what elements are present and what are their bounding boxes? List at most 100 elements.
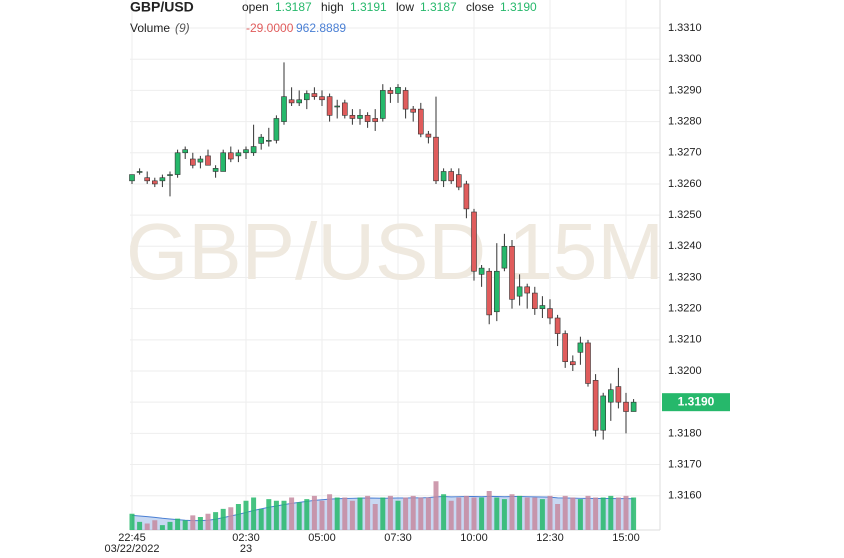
candle-body — [607, 389, 614, 403]
volume-bar — [433, 481, 439, 530]
volume-bar — [395, 500, 401, 530]
candle-body — [205, 155, 211, 166]
volume-bar — [631, 497, 637, 530]
volume-bar — [615, 497, 621, 530]
volume-bar — [456, 497, 462, 530]
candle-body — [592, 380, 599, 431]
volume-bar — [289, 497, 295, 530]
volume-bar — [539, 499, 545, 530]
grid — [130, 0, 660, 530]
volume-bar — [463, 495, 469, 530]
candle-body — [220, 152, 226, 172]
candle-body — [364, 115, 371, 122]
volume-bar — [129, 513, 135, 530]
candle-body — [311, 93, 318, 97]
candle-body — [379, 90, 386, 119]
candle-body — [402, 90, 409, 110]
candle-body — [539, 305, 546, 309]
y-tick-label: 1.3290 — [668, 84, 702, 96]
x-tick-label: 05:00 — [308, 532, 336, 544]
volume-bar — [273, 500, 279, 530]
volume-bar — [137, 521, 143, 530]
volume-bar — [243, 500, 249, 530]
chart-title: GBP/USD — [130, 0, 194, 15]
volume-bar — [608, 495, 614, 530]
candle-body — [167, 174, 173, 176]
candle-body — [471, 211, 477, 272]
candle-body — [448, 171, 455, 182]
volume-bar — [182, 520, 188, 530]
y-tick-label: 1.3260 — [668, 178, 702, 190]
candle-body — [501, 245, 508, 269]
volume-bar — [205, 513, 211, 530]
candle-body — [455, 174, 462, 188]
volume-bar — [547, 495, 553, 530]
x-tick-label: 10:00 — [460, 532, 488, 544]
volume-param: (9) — [175, 21, 190, 35]
legend-value: 1.3191 — [350, 0, 387, 14]
volume-bar — [562, 495, 568, 530]
volume-bar — [167, 521, 173, 530]
candle-body — [235, 152, 242, 157]
candle-body — [197, 158, 204, 163]
candle-body — [509, 245, 515, 300]
candle-body — [152, 180, 158, 185]
volume-bar — [197, 517, 203, 530]
y-tick-label: 1.3230 — [668, 271, 702, 283]
y-tick-label: 1.3240 — [668, 240, 702, 252]
x-tick-label: 15:00 — [612, 532, 640, 544]
candle-body — [288, 99, 295, 104]
volume-bar — [304, 499, 310, 530]
legend-label: low — [396, 0, 414, 14]
last-price-box — [662, 393, 730, 412]
volume-bar — [471, 497, 477, 530]
candle-body — [357, 115, 363, 119]
volume-bar — [403, 497, 409, 530]
candle-body — [319, 96, 325, 101]
candle-body — [531, 292, 538, 309]
volume-bar — [577, 499, 583, 530]
volume-bar — [144, 523, 150, 530]
candle-body — [417, 108, 424, 135]
volume-bar — [425, 497, 431, 530]
candle-body — [569, 361, 576, 366]
volume-bar — [235, 504, 241, 530]
volume-bar — [486, 491, 492, 530]
candle-body — [326, 96, 333, 116]
legend-value: 1.3187 — [275, 0, 312, 14]
y-tick-label: 1.3300 — [668, 53, 702, 65]
candle-body — [554, 317, 561, 334]
candle-body — [228, 152, 234, 160]
candle-body — [182, 149, 188, 154]
volume-ma-value: 962.8889 — [296, 21, 346, 35]
candle-body — [440, 171, 447, 182]
candle-body — [334, 105, 341, 108]
volume-bar — [593, 497, 599, 530]
x-sub-label: 03/22/2022 — [104, 543, 159, 555]
candle-body — [258, 136, 265, 144]
x-tick-label: 02:30 — [232, 532, 260, 544]
legend-label: high — [321, 0, 344, 14]
volume-bar — [228, 507, 234, 530]
candle-body — [463, 183, 470, 210]
volume-bar — [517, 495, 523, 530]
volume-bar — [494, 497, 500, 530]
legend-value: 1.3187 — [420, 0, 457, 14]
candle-body — [273, 118, 280, 141]
volume-bar — [213, 512, 219, 530]
volume-bar — [501, 499, 507, 530]
candle-body — [478, 267, 485, 275]
candle-body — [159, 177, 166, 182]
candle-body — [243, 149, 249, 154]
volume-bar — [524, 497, 530, 530]
candle-body — [144, 177, 150, 182]
candle-body — [349, 115, 356, 119]
volume-change: -29.0000 — [246, 21, 294, 35]
volume-bar — [509, 494, 515, 530]
candle-body — [395, 86, 401, 94]
volume-bar — [372, 504, 378, 530]
candle-body — [600, 395, 607, 431]
y-tick-label: 1.3200 — [668, 365, 702, 377]
candle-body — [387, 90, 394, 94]
candle-body — [630, 401, 637, 412]
